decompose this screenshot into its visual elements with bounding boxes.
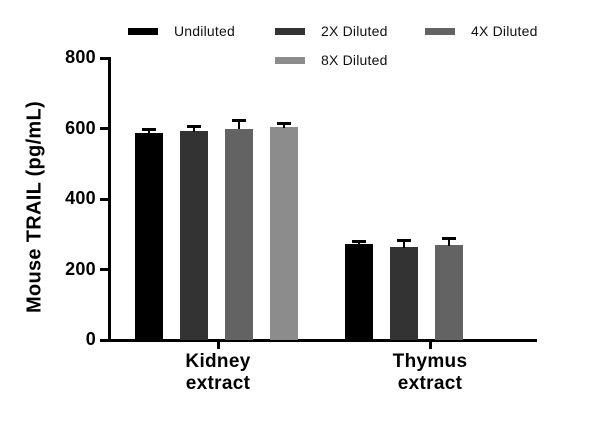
legend-label: 8X Diluted bbox=[321, 52, 388, 68]
error-bar-cap bbox=[142, 128, 156, 132]
error-bar-line bbox=[148, 129, 150, 135]
error-bar-cap bbox=[187, 124, 201, 128]
error-bar-cap bbox=[277, 122, 291, 126]
y-axis-tick-label: 800 bbox=[65, 47, 96, 67]
bar-undiluted bbox=[345, 243, 373, 340]
error-bar-line bbox=[193, 126, 195, 133]
y-axis-tick-label: 400 bbox=[65, 188, 96, 208]
error-bar-line bbox=[283, 123, 285, 129]
legend-label: 2X Diluted bbox=[321, 23, 388, 39]
y-axis-tick bbox=[100, 197, 108, 201]
bar-8x-diluted bbox=[270, 127, 298, 340]
error-bar-cap bbox=[232, 118, 246, 122]
x-category-label: Kidney extract bbox=[138, 351, 298, 395]
x-axis-line bbox=[108, 338, 537, 342]
bar-2x-diluted bbox=[390, 246, 418, 340]
x-axis-tick bbox=[428, 341, 432, 349]
y-axis-tick bbox=[100, 338, 108, 342]
legend-item-undiluted: Undiluted bbox=[128, 23, 235, 39]
legend-item-8x-diluted: 8X Diluted bbox=[275, 52, 388, 68]
legend-swatch bbox=[128, 27, 158, 35]
x-category-label-line2: extract bbox=[397, 373, 463, 394]
legend-swatch bbox=[275, 27, 305, 35]
y-axis-tick bbox=[100, 56, 108, 60]
error-bar-line bbox=[238, 120, 240, 130]
bar-2x-diluted bbox=[180, 131, 208, 340]
error-bar-cap bbox=[397, 239, 411, 243]
bar-4x-diluted bbox=[225, 128, 253, 340]
error-bar-line bbox=[448, 238, 450, 247]
legend-label: 4X Diluted bbox=[471, 23, 538, 39]
error-bar-cap bbox=[352, 240, 366, 244]
x-axis-tick bbox=[216, 341, 220, 349]
y-axis-tick-label: 0 bbox=[85, 329, 96, 349]
legend-label: Undiluted bbox=[174, 23, 235, 39]
y-axis-tick bbox=[100, 127, 108, 130]
legend-swatch bbox=[425, 27, 455, 35]
x-category-label-line1: Kidney bbox=[185, 351, 251, 372]
y-axis-line bbox=[108, 56, 111, 342]
error-bar-line bbox=[403, 240, 405, 248]
x-category-label-line2: extract bbox=[185, 373, 251, 394]
legend-item-4x-diluted: 4X Diluted bbox=[425, 23, 538, 39]
y-axis-tick bbox=[100, 268, 108, 271]
y-axis-tick-label: 600 bbox=[65, 117, 96, 138]
legend-swatch bbox=[275, 56, 305, 64]
error-bar-line bbox=[358, 241, 360, 245]
x-category-label: Thymus extract bbox=[350, 351, 510, 395]
bar-undiluted bbox=[135, 133, 163, 340]
bar-4x-diluted bbox=[435, 245, 463, 340]
legend-item-2x-diluted: 2X Diluted bbox=[275, 23, 388, 39]
y-axis-tick-label: 200 bbox=[65, 258, 96, 279]
x-category-label-line1: Thymus bbox=[392, 351, 468, 372]
error-bar-cap bbox=[442, 236, 456, 240]
